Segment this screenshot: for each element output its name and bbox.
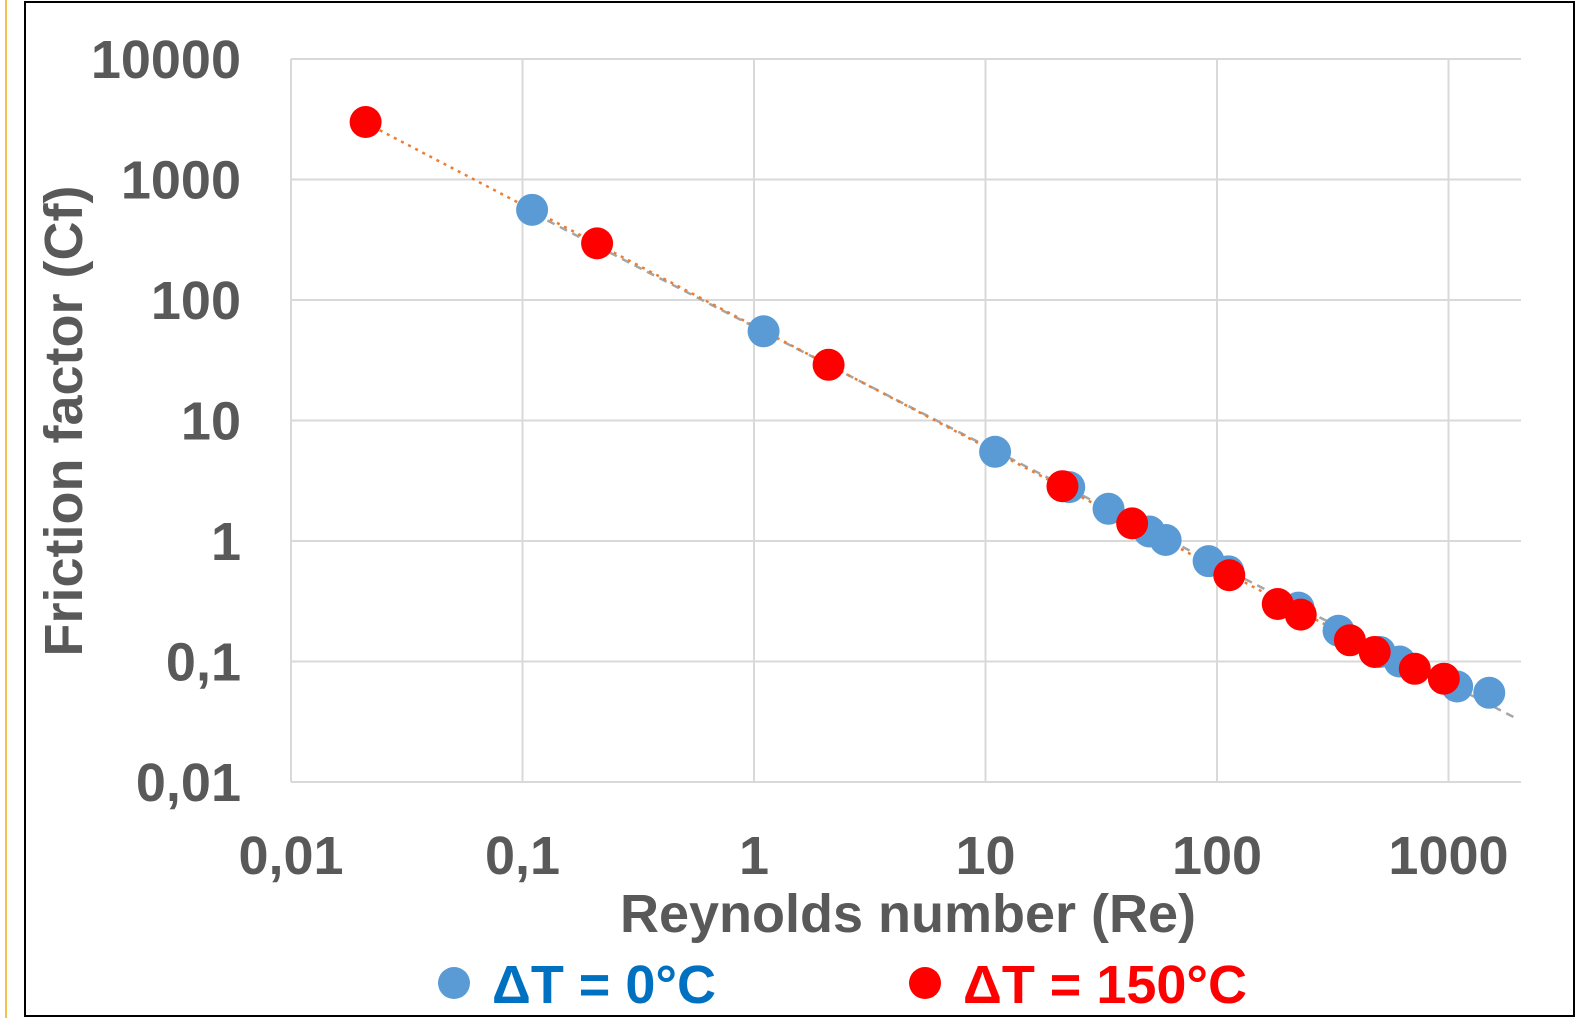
legend: ΔT = 0°C ΔT = 150°C <box>438 955 1247 1015</box>
legend-marker-dt0 <box>438 967 470 999</box>
y-tick-label: 10000 <box>91 30 241 90</box>
data-point-series-1 <box>1333 624 1366 657</box>
data-point-series-1 <box>1284 598 1317 631</box>
legend-label-dt0: ΔT = 0°C <box>492 955 716 1015</box>
x-tick-label: 1 <box>739 826 769 886</box>
data-point-series-0 <box>1473 676 1506 709</box>
tick-labels: 0,01 0,1 1 10 100 1000 10000 0,01 0,1 1 10 100 1000 <box>91 30 1509 886</box>
gridlines <box>291 58 1521 782</box>
y-tick-label: 100 <box>151 271 241 331</box>
x-axis-label: Reynolds number (Re) <box>620 884 1196 944</box>
y-axis-label: Friction factor (Cf) <box>34 186 94 657</box>
legend-marker-dt150 <box>909 967 941 999</box>
axes <box>290 59 1521 783</box>
y-tick-label: 1 <box>211 512 241 572</box>
data-point-series-0 <box>979 435 1012 468</box>
x-tick-label: 0,1 <box>485 826 560 886</box>
chart-border <box>24 1 1575 1017</box>
y-tick-label: 10 <box>181 392 241 452</box>
x-tick-label: 1000 <box>1388 826 1508 886</box>
data-point-series-1 <box>812 348 845 381</box>
y-tick-label: 0,1 <box>166 633 241 693</box>
x-tick-label: 10 <box>955 826 1015 886</box>
data-point-series-1 <box>1046 470 1079 503</box>
data-point-series-0 <box>1149 523 1182 556</box>
x-tick-label: 100 <box>1172 826 1262 886</box>
data-points <box>349 106 1506 709</box>
y-tick-label: 1000 <box>121 151 241 211</box>
legend-label-dt150: ΔT = 150°C <box>963 955 1247 1015</box>
data-point-series-1 <box>1116 507 1149 540</box>
data-point-series-1 <box>1213 559 1246 592</box>
data-point-series-1 <box>1358 635 1391 668</box>
y-tick-label: 0,01 <box>136 753 241 813</box>
data-point-series-0 <box>1092 492 1125 525</box>
x-tick-label: 0,01 <box>238 826 343 886</box>
trendline-series-0 <box>521 206 1519 721</box>
data-point-series-0 <box>516 193 549 226</box>
data-point-series-0 <box>747 315 780 348</box>
data-point-series-1 <box>1427 662 1460 695</box>
data-point-series-1 <box>349 106 382 139</box>
data-point-series-1 <box>581 227 614 260</box>
data-point-series-1 <box>1398 652 1431 685</box>
